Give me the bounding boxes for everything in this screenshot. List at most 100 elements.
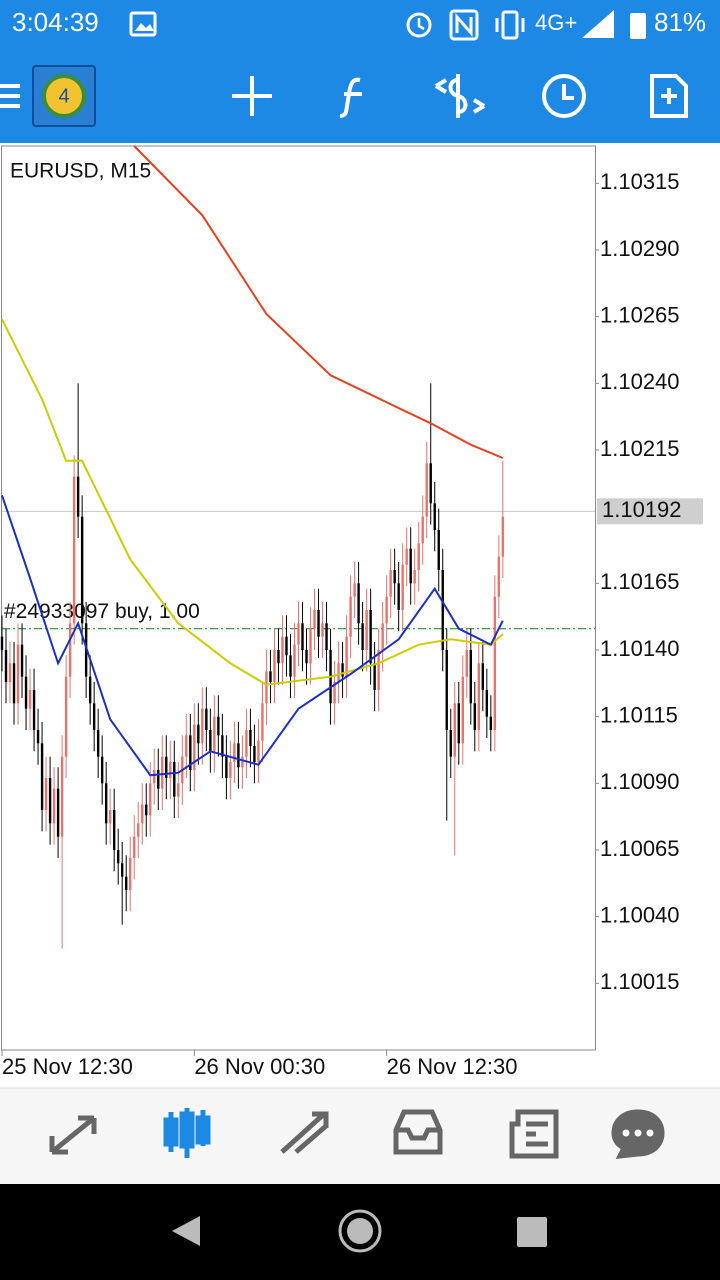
- chart-tab[interactable]: [163, 1108, 211, 1158]
- crosshair-button[interactable]: [232, 76, 272, 116]
- candle-body: [449, 730, 452, 757]
- candle-body: [313, 610, 316, 629]
- network-type: 4G+: [535, 10, 577, 35]
- candle-body: [56, 788, 60, 837]
- candle-body: [80, 516, 84, 624]
- svg-text:4: 4: [58, 85, 69, 107]
- candle-body: [237, 743, 240, 768]
- candle-body: [265, 671, 268, 704]
- candle-body: [273, 650, 276, 682]
- candle-body: [437, 530, 440, 570]
- x-tick-label: 26 Nov 12:30: [387, 1054, 518, 1079]
- candle-body: [201, 708, 204, 744]
- candle-body: [397, 583, 400, 610]
- candle-body: [205, 708, 208, 730]
- candle-body: [469, 650, 472, 704]
- candle-body: [297, 623, 300, 645]
- candle-body: [177, 783, 180, 797]
- toolbar: 4: [0, 65, 688, 127]
- candle-body: [409, 548, 412, 584]
- candle-body: [281, 636, 284, 664]
- candle-body: [52, 788, 56, 824]
- y-tick-label: 1.10265: [600, 302, 680, 327]
- current-price-box: [597, 498, 703, 525]
- battery-level: 81%: [654, 7, 706, 37]
- new-order-button[interactable]: [650, 74, 688, 118]
- bottom-nav: [0, 1088, 720, 1184]
- candle-body: [153, 770, 156, 784]
- candle-body: [425, 463, 428, 517]
- candle-body: [116, 850, 120, 864]
- candle-body: [157, 770, 160, 789]
- candle-body: [293, 644, 296, 677]
- candle-body: [377, 650, 380, 690]
- candle-body: [221, 735, 224, 757]
- candle-body: [497, 556, 501, 597]
- candle-body: [169, 762, 172, 778]
- candle-body: [209, 730, 212, 752]
- candle-body: [185, 735, 188, 757]
- candle-body: [349, 596, 352, 637]
- candle-body: [433, 503, 436, 530]
- candle-body: [100, 756, 104, 784]
- candle-body: [121, 863, 124, 877]
- candle-body: [361, 623, 364, 650]
- moving-average: [133, 145, 504, 459]
- candle-body: [145, 804, 148, 816]
- period-button[interactable]: [542, 74, 586, 118]
- back-button[interactable]: [172, 1216, 200, 1246]
- candle-body: [441, 570, 444, 650]
- trade-tab[interactable]: [280, 1111, 329, 1154]
- candle-body: [337, 663, 340, 682]
- candle-body: [20, 644, 24, 677]
- y-tick-label: 1.10315: [600, 169, 680, 194]
- menu-button[interactable]: [0, 84, 20, 108]
- candle-body: [285, 636, 288, 656]
- candle-body: [277, 650, 280, 664]
- candle-body: [289, 655, 292, 677]
- candle-body: [317, 610, 320, 637]
- candle-body: [489, 716, 493, 730]
- app-logo[interactable]: 4: [32, 65, 96, 127]
- candle-body: [465, 650, 468, 677]
- candle-body: [309, 628, 312, 664]
- candle-body: [189, 735, 192, 770]
- candle-body: [445, 650, 448, 730]
- home-button[interactable]: [338, 1209, 382, 1253]
- candle-body: [257, 740, 260, 762]
- candle-body: [405, 548, 408, 565]
- candle-body: [345, 636, 348, 677]
- candle-body: [137, 823, 140, 837]
- nav-icons: [49, 1108, 665, 1159]
- candle-body: [12, 663, 16, 704]
- history-tab[interactable]: [393, 1109, 443, 1155]
- chat-tab[interactable]: [611, 1109, 665, 1159]
- moving-average: [1, 318, 504, 686]
- candle-body: [365, 610, 368, 650]
- y-tick-label: 1.10240: [600, 369, 680, 394]
- candle-body: [421, 516, 424, 544]
- trade-button[interactable]: [434, 74, 486, 118]
- candle-body: [32, 690, 36, 730]
- candle-body: [241, 756, 244, 768]
- candle-body: [149, 783, 152, 816]
- candle-body: [481, 663, 485, 690]
- candle-body: [501, 516, 505, 557]
- candle-body: [68, 623, 72, 677]
- recents-button[interactable]: [517, 1217, 547, 1247]
- candle-body: [129, 858, 132, 890]
- y-tick-label: 1.10090: [600, 769, 680, 794]
- indicators-button[interactable]: [339, 77, 362, 118]
- news-tab[interactable]: [509, 1109, 559, 1159]
- candle-body: [321, 623, 324, 637]
- candle-body: [217, 716, 220, 736]
- candle-body: [333, 682, 336, 704]
- candle-body: [4, 650, 8, 682]
- candle-body: [64, 676, 68, 757]
- quotes-tab[interactable]: [49, 1115, 97, 1155]
- candle-body: [76, 476, 80, 517]
- candle-body: [213, 716, 216, 752]
- order-label: #24933097 buy, 1.00: [4, 600, 200, 623]
- chart-frame: [1, 145, 596, 1051]
